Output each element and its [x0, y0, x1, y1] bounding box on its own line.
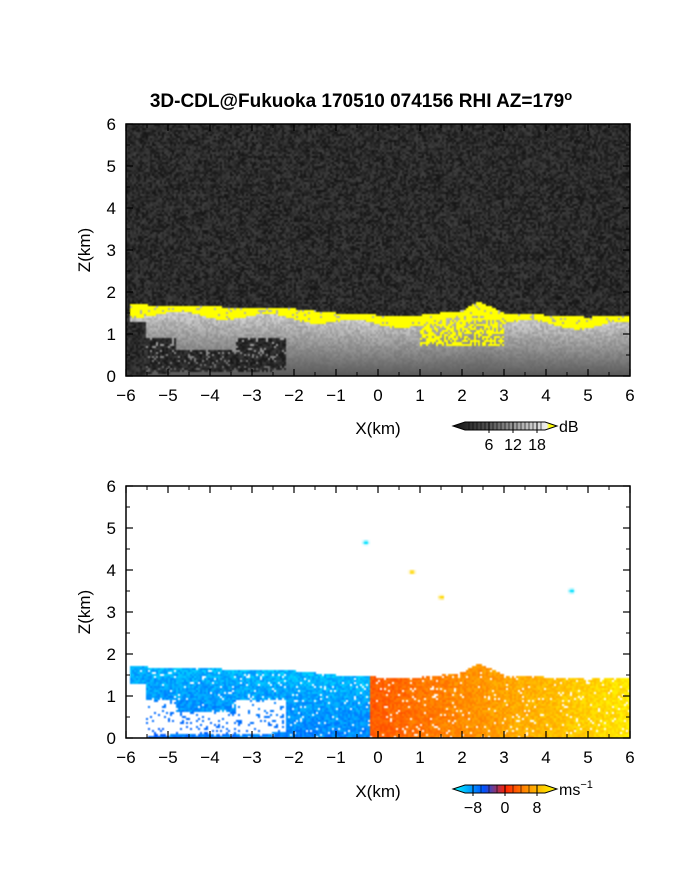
doppler-colorbar-tick-label: −8	[464, 800, 482, 817]
snr-x-tick-label: −5	[158, 386, 177, 405]
snr-x-tick-label: 0	[373, 386, 382, 405]
doppler-y-tick-label: 0	[107, 729, 116, 748]
doppler-x-tick-label: −1	[326, 748, 345, 767]
doppler-y-tick-label: 5	[107, 519, 116, 538]
doppler-colorbar: −8 0 8 ms−1	[451, 779, 593, 817]
snr-y-tick-label: 5	[107, 157, 116, 176]
snr-colorbar-unit: dB	[559, 419, 579, 436]
snr-x-tick-label: −3	[242, 386, 261, 405]
doppler-y-tick-label: 1	[107, 687, 116, 706]
doppler-axes: −6 −5 −4 −3 −2 −1 0 1 2 3 4 5 6 0 1 2 3 4 5 6	[107, 477, 635, 767]
snr-x-tick-label: 3	[499, 386, 508, 405]
doppler-x-tick-label: 6	[625, 748, 634, 767]
snr-y-axis-label: Z(km)	[75, 228, 94, 272]
snr-colorbar: 6 12 18 dB	[451, 419, 579, 454]
snr-y-tick-label: 1	[107, 325, 116, 344]
snr-y-tick-label: 2	[107, 283, 116, 302]
doppler-y-tick-label: 6	[107, 477, 116, 496]
doppler-x-tick-label: 5	[583, 748, 592, 767]
doppler-x-tick-label: −4	[200, 748, 219, 767]
chart-title: 3D-CDL@Fukuoka 170510 074156 RHI AZ=179o	[150, 88, 572, 112]
snr-y-tick-label: 4	[107, 199, 116, 218]
doppler-y-tick-label: 4	[107, 561, 116, 580]
doppler-x-tick-label: 2	[457, 748, 466, 767]
doppler-colorbar-unit-sup: −1	[580, 779, 593, 791]
doppler-x-tick-label: 4	[541, 748, 550, 767]
doppler-panel: −6 −5 −4 −3 −2 −1 0 1 2 3 4 5 6 0 1 2 3 4 5 6 X(km) Z(km) −…	[75, 477, 635, 817]
doppler-x-tick-label: 3	[499, 748, 508, 767]
snr-x-tick-label: 5	[583, 386, 592, 405]
snr-x-tick-label: −1	[326, 386, 345, 405]
snr-x-tick-label: −4	[200, 386, 219, 405]
chart-title-text: 3D-CDL@Fukuoka 170510 074156 RHI AZ=179	[150, 91, 564, 112]
snr-x-tick-label: −6	[116, 386, 135, 405]
doppler-x-axis-label: X(km)	[355, 782, 400, 801]
snr-axes: −6 −5 −4 −3 −2 −1 0 1 2 3 4 5 6 0 1 2 3 4 5 6	[107, 115, 635, 405]
snr-colorbar-tick-label: 12	[504, 437, 522, 454]
doppler-x-tick-label: −2	[284, 748, 303, 767]
doppler-x-tick-label: 0	[373, 748, 382, 767]
doppler-x-tick-label: −6	[116, 748, 135, 767]
doppler-colorbar-unit: ms−1	[559, 779, 593, 799]
snr-x-tick-label: −2	[284, 386, 303, 405]
snr-colorbar-tick-label: 6	[485, 437, 494, 454]
doppler-colorbar-tick-label: 8	[533, 800, 542, 817]
doppler-y-tick-label: 3	[107, 603, 116, 622]
snr-y-tick-label: 0	[107, 367, 116, 386]
snr-x-tick-label: 6	[625, 386, 634, 405]
doppler-y-axis-label: Z(km)	[75, 590, 94, 634]
degree-superscript: o	[564, 88, 572, 103]
snr-x-axis-label: X(km)	[355, 419, 400, 438]
doppler-colorbar-tick-label: 0	[501, 800, 510, 817]
doppler-x-tick-label: −3	[242, 748, 261, 767]
snr-heatmap	[126, 124, 630, 376]
snr-y-tick-label: 6	[107, 115, 116, 134]
doppler-x-tick-label: 1	[415, 748, 424, 767]
doppler-y-tick-label: 2	[107, 645, 116, 664]
doppler-x-tick-label: −5	[158, 748, 177, 767]
snr-x-tick-label: 2	[457, 386, 466, 405]
snr-y-tick-label: 3	[107, 241, 116, 260]
snr-x-tick-label: 1	[415, 386, 424, 405]
doppler-heatmap	[126, 486, 630, 738]
snr-x-tick-label: 4	[541, 386, 550, 405]
snr-colorbar-tick-label: 18	[528, 437, 546, 454]
